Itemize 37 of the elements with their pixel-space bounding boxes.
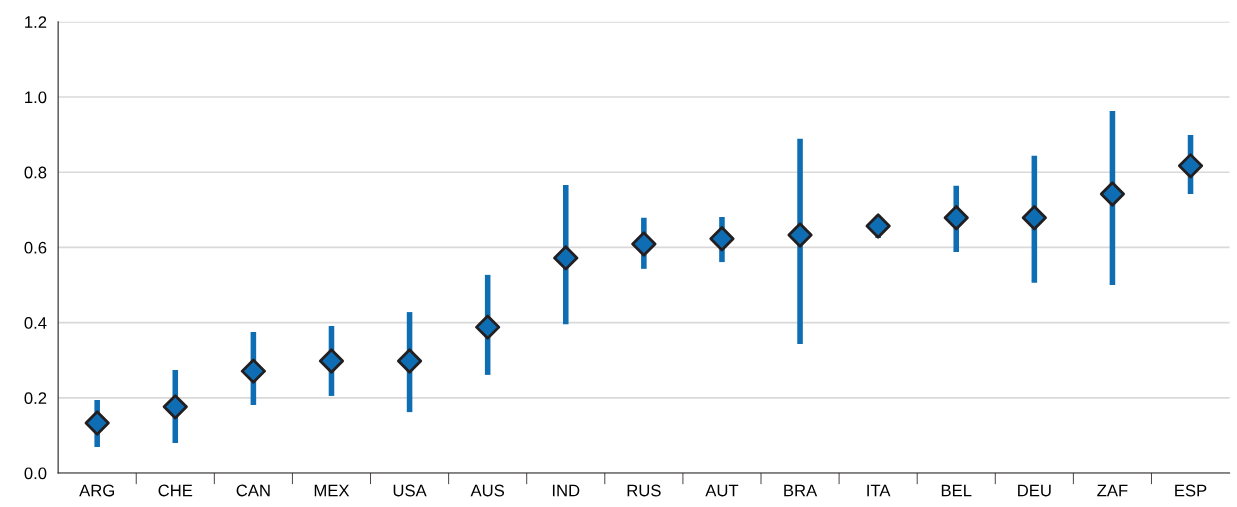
x-tick-label: ITA [867,484,891,497]
y-tick-label: 0.8 [24,166,47,179]
x-tick-label: DEU [1018,484,1051,497]
y-tick-label: 0.2 [24,392,47,405]
x-tick-label: AUS [470,484,505,497]
y-tick-label: 0.0 [24,467,47,480]
point [865,213,891,239]
x-tick-label: IND [552,484,580,497]
point [1099,181,1126,207]
point [84,410,110,436]
point [162,394,188,420]
x-tick-label: MEX [314,484,350,497]
x-tick-label: AUT [705,484,739,497]
y-tick-label: 1.2 [25,16,47,28]
point [709,226,735,252]
point [1021,205,1047,231]
y-tick-label: 1.0 [25,91,47,104]
x-tick-label: CHE [158,484,193,497]
x-tick-label: BRA [784,484,818,497]
point [240,358,266,384]
point [553,245,579,271]
x-tick-label: ARG [79,484,114,497]
point [787,222,813,248]
x-tick-label: ZAF [1097,484,1128,497]
y-tick-label: 0.4 [24,317,47,329]
point [631,231,657,257]
point [396,348,423,374]
x-tick-label: BEL [941,484,972,497]
x-tick-label: ESP [1175,484,1207,497]
x-tick-label: USA [393,484,427,497]
point [475,314,501,340]
point [943,205,969,231]
point [1177,153,1204,179]
x-tick-label: CAN [236,484,270,497]
point [318,348,345,374]
x-tick-label: RUS [627,484,661,497]
y-tick-label: 0.6 [24,241,47,254]
